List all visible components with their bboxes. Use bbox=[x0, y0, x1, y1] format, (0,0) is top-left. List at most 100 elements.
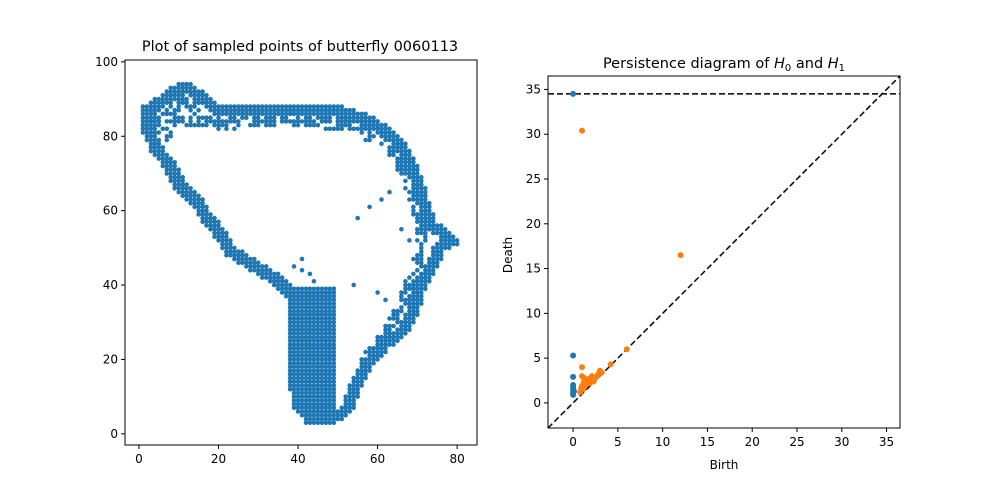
butterfly-point bbox=[192, 93, 197, 98]
butterfly-point bbox=[430, 264, 436, 269]
butterfly-point bbox=[403, 316, 408, 321]
butterfly-point bbox=[307, 111, 313, 117]
butterfly-point bbox=[204, 208, 209, 213]
butterfly-point bbox=[295, 327, 301, 333]
butterfly-point bbox=[307, 316, 313, 321]
butterfly-point bbox=[327, 394, 333, 399]
butterfly-point bbox=[331, 293, 337, 299]
butterfly-point bbox=[323, 319, 329, 325]
butterfly-point bbox=[391, 152, 396, 158]
butterfly-point bbox=[339, 119, 345, 124]
butterfly-point bbox=[383, 338, 388, 344]
butterfly-point bbox=[303, 297, 309, 303]
butterfly-point bbox=[168, 134, 173, 139]
butterfly-point bbox=[303, 349, 309, 355]
butterfly-point bbox=[355, 390, 361, 396]
butterfly-point bbox=[427, 219, 432, 225]
butterfly-point bbox=[176, 81, 181, 87]
butterfly-point bbox=[343, 119, 349, 124]
butterfly-point bbox=[407, 282, 412, 288]
y-tick-label: 20 bbox=[526, 217, 541, 231]
butterfly-point bbox=[387, 338, 392, 344]
butterfly-point bbox=[259, 264, 265, 269]
butterfly-point bbox=[355, 215, 361, 221]
butterfly-point bbox=[303, 394, 309, 399]
h1-point bbox=[579, 127, 585, 134]
butterfly-point bbox=[283, 282, 289, 288]
butterfly-point bbox=[156, 137, 162, 143]
butterfly-point bbox=[164, 100, 170, 106]
butterfly-point bbox=[291, 323, 297, 329]
butterfly-point bbox=[271, 122, 277, 128]
butterfly-point bbox=[419, 279, 424, 284]
butterfly-point bbox=[315, 319, 321, 325]
butterfly-point bbox=[319, 290, 325, 295]
butterfly-point bbox=[248, 104, 253, 109]
butterfly-point bbox=[323, 111, 329, 117]
butterfly-point bbox=[291, 379, 297, 385]
butterfly-point bbox=[303, 290, 309, 295]
butterfly-point bbox=[427, 204, 432, 210]
butterfly-point bbox=[438, 234, 444, 239]
butterfly-point bbox=[407, 301, 412, 306]
butterfly-point bbox=[295, 297, 301, 303]
butterfly-point bbox=[319, 323, 325, 329]
butterfly-point bbox=[152, 122, 158, 128]
butterfly-point bbox=[232, 119, 237, 124]
butterfly-point bbox=[355, 368, 361, 373]
butterfly-point bbox=[164, 167, 170, 172]
x-tick-label: 60 bbox=[370, 452, 385, 466]
butterfly-point bbox=[407, 327, 412, 333]
butterfly-point bbox=[319, 353, 325, 359]
x-tick-label: 20 bbox=[745, 435, 760, 449]
butterfly-point bbox=[427, 212, 432, 217]
butterfly-point bbox=[411, 189, 416, 195]
butterfly-point bbox=[319, 297, 325, 303]
butterfly-point bbox=[315, 107, 321, 113]
butterfly-point bbox=[399, 152, 404, 158]
butterfly-point bbox=[283, 104, 289, 109]
butterfly-point bbox=[176, 186, 181, 191]
butterfly-point bbox=[263, 107, 269, 113]
butterfly-point bbox=[399, 148, 404, 154]
butterfly-point bbox=[419, 212, 424, 217]
butterfly-point bbox=[415, 301, 420, 306]
butterfly-point bbox=[395, 141, 400, 146]
butterfly-point bbox=[236, 107, 241, 113]
butterfly-point bbox=[148, 119, 154, 124]
butterfly-point bbox=[287, 327, 293, 333]
butterfly-point bbox=[379, 141, 384, 146]
butterfly-point bbox=[267, 271, 273, 277]
butterfly-point bbox=[419, 301, 424, 306]
butterfly-point bbox=[220, 104, 225, 109]
butterfly-point bbox=[307, 305, 313, 310]
butterfly-point bbox=[236, 249, 241, 254]
butterfly-point bbox=[236, 260, 241, 266]
butterfly-point bbox=[415, 197, 420, 202]
butterfly-point bbox=[331, 390, 337, 396]
butterfly-point bbox=[323, 386, 329, 392]
butterfly-point bbox=[164, 111, 170, 117]
butterfly-point bbox=[423, 189, 428, 195]
y-tick-label: 5 bbox=[533, 351, 541, 365]
butterfly-point bbox=[188, 186, 193, 191]
butterfly-point bbox=[319, 394, 325, 399]
butterfly-point bbox=[339, 122, 345, 128]
butterfly-point bbox=[311, 420, 317, 426]
butterfly-point bbox=[419, 204, 424, 210]
butterfly-point bbox=[438, 241, 444, 247]
butterfly-point bbox=[291, 405, 297, 411]
butterfly-point bbox=[287, 290, 293, 295]
butterfly-point bbox=[263, 275, 269, 280]
butterfly-point bbox=[244, 260, 249, 266]
butterfly-point bbox=[299, 401, 305, 407]
butterfly-point bbox=[291, 111, 297, 117]
butterfly-point bbox=[419, 193, 424, 199]
butterfly-point bbox=[331, 346, 337, 351]
butterfly-point bbox=[371, 126, 376, 132]
butterfly-point bbox=[188, 193, 193, 199]
butterfly-point bbox=[331, 104, 337, 109]
butterfly-point bbox=[279, 275, 285, 280]
x-tick-label: 40 bbox=[290, 452, 305, 466]
butterfly-point bbox=[172, 119, 177, 124]
